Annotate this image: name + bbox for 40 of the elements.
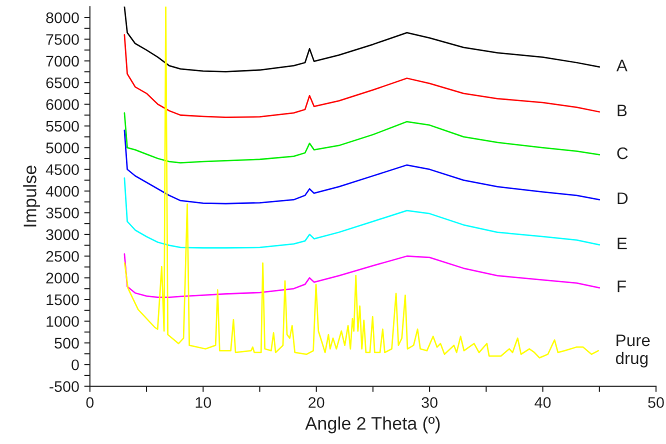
series-label: E [618, 238, 627, 250]
y-tick-label: 2500 [46, 250, 79, 262]
y-tick-label: 3000 [46, 229, 79, 240]
y-tick-label: 1000 [46, 316, 79, 327]
series-label: Pure drug [616, 334, 650, 368]
y-tick-label: 500 [54, 338, 79, 349]
x-axis-title: Angle 2 Theta (º) [305, 416, 440, 434]
y-tick-label: 7500 [46, 34, 79, 45]
series-label: F [618, 280, 626, 292]
series-label: A [616, 60, 628, 72]
x-tick-label: 40 [534, 397, 551, 408]
series-label: B [618, 104, 627, 116]
x-tick-label: 30 [422, 397, 438, 408]
x-tick-label: 10 [196, 397, 212, 408]
y-tick-label: 1500 [46, 294, 79, 306]
y-tick-label: 5500 [46, 120, 79, 132]
y-tick-label: 6000 [46, 99, 79, 110]
line-series [124, 34, 600, 118]
line-series [124, 253, 600, 298]
line-series [124, 112, 600, 164]
x-tick-label: 20 [308, 397, 324, 408]
y-tick-label: 4000 [46, 186, 79, 197]
line-series [124, 177, 600, 249]
line-series [124, 6, 600, 72]
y-tick-label: 0 [72, 359, 79, 370]
y-axis-title: Impulse [23, 166, 40, 226]
y-tick-label: 4500 [46, 164, 79, 176]
x-tick-label: 50 [648, 397, 664, 408]
y-tick-label: 3500 [46, 208, 79, 218]
y-tick-label: 7000 [46, 56, 79, 67]
y-tick-label: 6500 [46, 77, 79, 88]
line-series [124, 6, 599, 359]
series-label: C [617, 147, 628, 160]
x-tick-label: 0 [86, 397, 94, 408]
y-tick-label: 8000 [46, 12, 79, 24]
y-tick-label: 5000 [46, 142, 79, 154]
y-tick-label: -500 [50, 381, 79, 392]
series-label: D [618, 192, 628, 204]
line-series [124, 130, 600, 204]
y-tick-label: 2000 [46, 272, 79, 284]
